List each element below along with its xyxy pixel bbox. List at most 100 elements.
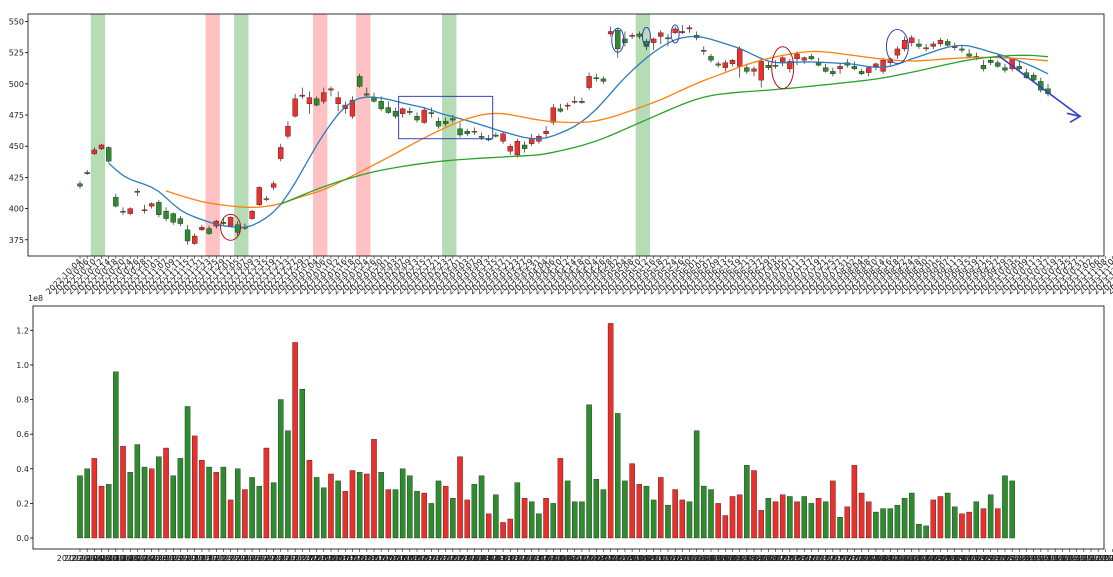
volume-bar: [881, 509, 886, 538]
y-tick-label: 0.8: [16, 396, 29, 405]
candle-body: [895, 49, 900, 55]
candle-body: [995, 63, 1000, 67]
volume-bar: [1010, 481, 1015, 538]
candle-body: [493, 135, 498, 136]
volume-bar: [206, 467, 211, 538]
candle-body: [379, 101, 384, 108]
volume-bar: [99, 486, 104, 538]
volume-bar: [307, 460, 312, 538]
highlight-band: [442, 14, 456, 256]
volume-bar: [429, 503, 434, 538]
candle-body: [766, 65, 771, 67]
candle-body: [422, 110, 427, 122]
volume-bar: [228, 500, 233, 538]
volume-bar: [171, 476, 176, 538]
volume-bar: [809, 503, 814, 538]
volume-bar: [350, 471, 355, 539]
volume-bar: [343, 491, 348, 538]
volume-bar: [794, 502, 799, 538]
y-tick-label: 550: [9, 17, 24, 26]
volume-bar: [608, 323, 613, 538]
annotations: [221, 25, 1080, 240]
volume-bar: [386, 490, 391, 538]
candle-body: [77, 184, 82, 186]
trend-arrow-line: [998, 55, 1080, 116]
volume-bar: [113, 372, 118, 538]
volume-bar: [508, 519, 513, 538]
y-tick-label: 1.0: [16, 361, 29, 370]
candle-body: [587, 76, 592, 87]
candle-body: [164, 211, 169, 218]
volume-bar: [680, 500, 685, 538]
volume-bar: [837, 517, 842, 538]
candle-body: [744, 68, 749, 72]
volume-bar: [766, 498, 771, 538]
volume-exponent-label: 1e8: [28, 294, 43, 303]
volume-bar: [579, 502, 584, 538]
highlight-band: [313, 14, 327, 256]
candle-body: [795, 54, 800, 59]
candle-body: [515, 141, 520, 155]
candle-body: [701, 50, 706, 51]
volume-panel: 0.00.20.40.60.81.01.2 2022-10-042022-10-…: [16, 294, 1113, 563]
volume-bar: [328, 474, 333, 538]
volume-bar: [565, 481, 570, 538]
volume-bar: [551, 503, 556, 538]
candle-body: [142, 210, 147, 211]
volume-bar: [845, 507, 850, 538]
y-tick-label: 0.4: [16, 465, 29, 474]
volume-bar: [737, 495, 742, 538]
candle-body: [673, 29, 678, 33]
volume-bar: [730, 496, 735, 538]
candle-body: [156, 202, 161, 214]
candle-body: [579, 101, 584, 102]
candle-body: [859, 71, 864, 73]
candle-body: [328, 89, 333, 90]
volume-bar: [142, 467, 147, 538]
y-tick-label: 400: [9, 205, 24, 214]
volume-bar: [1002, 476, 1007, 538]
volume-bar: [644, 486, 649, 538]
highlight-band: [356, 14, 370, 256]
candle-body: [135, 191, 140, 192]
volume-y-axis: 0.00.20.40.60.81.01.2: [16, 326, 33, 543]
candle-body: [85, 172, 90, 173]
volume-bar: [823, 502, 828, 538]
volume-bar: [701, 486, 706, 538]
volume-bar: [687, 502, 692, 538]
volume-bar: [106, 484, 111, 538]
volume-bar: [637, 484, 642, 538]
candle-body: [716, 64, 721, 65]
candle-body: [665, 38, 670, 39]
candle-body: [235, 225, 240, 232]
volume-bar: [156, 457, 161, 538]
volume-bar: [587, 405, 592, 538]
candlesticks: [77, 25, 1050, 245]
candle-body: [615, 30, 620, 49]
volume-bar: [651, 500, 656, 538]
candle-body: [414, 116, 419, 120]
volume-bar: [859, 493, 864, 538]
volume-bar: [199, 460, 204, 538]
volume-bar: [371, 439, 376, 538]
volume-bar: [924, 526, 929, 538]
volume-x-axis: 2022-10-042022-10-062022-10-102022-10-12…: [57, 549, 1113, 563]
candle-body: [830, 71, 835, 73]
y-tick-label: 475: [9, 111, 24, 120]
volume-bar: [895, 505, 900, 538]
candle-body: [121, 211, 126, 212]
candle-body: [450, 119, 455, 120]
candle-body: [106, 147, 111, 161]
candle-body: [400, 109, 405, 114]
candle-body: [472, 131, 477, 132]
candle-body: [551, 108, 556, 123]
volume-bar: [235, 469, 240, 538]
candle-body: [594, 78, 599, 79]
candle-body: [407, 111, 412, 112]
volume-bar: [873, 512, 878, 538]
volume-bar: [615, 413, 620, 538]
volume-bar: [515, 483, 520, 538]
candle-body: [902, 40, 907, 49]
